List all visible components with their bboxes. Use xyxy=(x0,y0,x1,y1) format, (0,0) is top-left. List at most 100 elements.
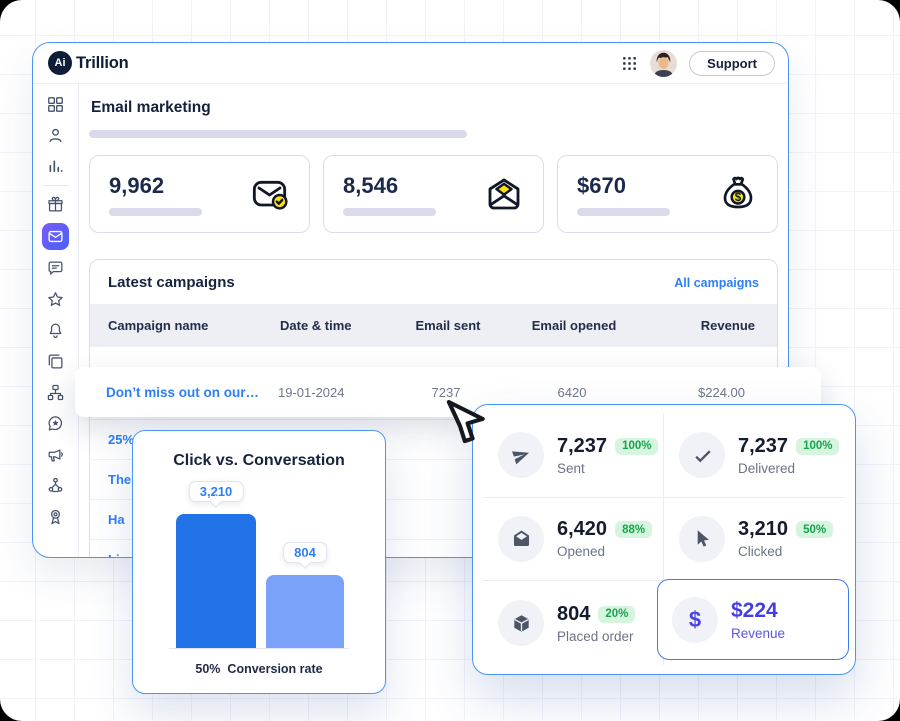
funnel-value: 7,237 xyxy=(557,434,608,457)
gift-icon[interactable] xyxy=(46,195,65,214)
sidebar xyxy=(33,84,79,557)
mail-open-icon xyxy=(484,174,524,214)
campaigns-title: Latest campaigns xyxy=(108,274,235,291)
funnel-cell-opened: 6,420 88% Opened xyxy=(483,497,664,582)
bar-value-label: 3,210 xyxy=(188,481,244,502)
funnel-value: 7,237 xyxy=(738,434,789,457)
funnel-cell-placed-order: 804 20% Placed order xyxy=(483,581,664,665)
conversion-rate-caption: 50% Conversion rate xyxy=(133,662,385,676)
affiliate-icon[interactable] xyxy=(46,476,65,495)
mail-check-icon xyxy=(250,174,290,214)
col-campaign-name: Campaign name xyxy=(108,318,209,333)
table-row[interactable]: Lin xyxy=(90,539,777,557)
megaphone-icon[interactable] xyxy=(46,445,65,464)
bar-click: 3,210 xyxy=(176,481,256,648)
check-icon xyxy=(679,432,725,479)
cursor-arrow-icon xyxy=(679,515,725,562)
stat-value: $670 xyxy=(577,172,626,198)
sitemap-icon[interactable] xyxy=(46,383,65,402)
customer-icon[interactable] xyxy=(46,126,65,145)
table-row[interactable]: Ha xyxy=(90,499,777,539)
stat-value: 9,962 xyxy=(109,172,165,198)
svg-text:$: $ xyxy=(735,191,742,204)
conversion-rate-value: 50% xyxy=(195,662,221,676)
revenue-highlight-card[interactable]: $ $224 Revenue xyxy=(657,579,849,660)
title-progress-bar xyxy=(89,130,467,138)
stat-value: 8,546 xyxy=(343,172,399,198)
stat-placeholder-bar xyxy=(577,207,670,216)
campaign-sent: 7237 xyxy=(431,384,461,400)
stat-cards-row: 9,962 8,546 $670 $ xyxy=(89,155,778,233)
page-title: Email marketing xyxy=(91,99,211,116)
funnel-label: Placed order xyxy=(557,628,634,644)
dashboard-grid-icon[interactable] xyxy=(46,95,65,114)
mail-open-icon xyxy=(498,515,544,562)
funnel-value: 6,420 xyxy=(557,518,608,541)
conversion-rate-label: Conversion rate xyxy=(227,662,323,676)
apps-grid-icon[interactable] xyxy=(621,55,638,72)
box-icon xyxy=(498,600,544,647)
sidebar-item-email-active[interactable] xyxy=(42,223,69,250)
bar-value-label: 804 xyxy=(283,542,327,563)
funnel-label: Clicked xyxy=(738,544,783,560)
dollar-icon: $ xyxy=(672,596,718,643)
funnel-label: Sent xyxy=(557,460,585,476)
bar-conversation: 804 xyxy=(266,542,344,648)
funnel-label: Delivered xyxy=(738,460,796,476)
app-window: Ai Trillion Support xyxy=(32,42,789,558)
chart-baseline xyxy=(169,648,349,649)
bell-icon[interactable] xyxy=(46,321,65,340)
funnel-label: Opened xyxy=(557,544,606,560)
funnel-cell-clicked: 3,210 50% Clicked xyxy=(664,498,845,582)
col-revenue: Revenue xyxy=(700,318,755,333)
table-row[interactable]: 25% xyxy=(90,419,777,459)
col-email-sent: Email sent xyxy=(415,318,481,333)
col-date-time: Date & time xyxy=(280,318,352,333)
avatar[interactable] xyxy=(650,49,678,77)
funnel-badge: 100% xyxy=(796,437,840,455)
funnel-badge: 20% xyxy=(598,605,636,623)
chat-icon[interactable] xyxy=(46,259,65,278)
campaign-opened: 6420 xyxy=(557,384,587,400)
funnel-value: 804 xyxy=(557,602,591,625)
col-email-opened: Email opened xyxy=(531,318,617,333)
brand-name: Trillion xyxy=(76,53,129,72)
funnel-value: 3,210 xyxy=(738,518,789,541)
table-header-row: Campaign name Date & time Email sent Ema… xyxy=(90,304,777,347)
campaign-date: 19-01-2024 xyxy=(278,384,345,400)
funnel-badge: 88% xyxy=(615,521,653,539)
analytics-icon[interactable] xyxy=(46,157,65,176)
revenue-label: Revenue xyxy=(731,625,786,641)
stat-placeholder-bar xyxy=(109,207,202,216)
paper-plane-icon xyxy=(498,432,544,479)
logo-badge-icon: Ai xyxy=(48,51,72,75)
star-icon[interactable] xyxy=(46,290,65,309)
support-button[interactable]: Support xyxy=(689,50,775,76)
funnel-badge: 50% xyxy=(796,521,834,539)
stat-card-sent[interactable]: 9,962 xyxy=(89,155,310,233)
all-campaigns-link[interactable]: All campaigns xyxy=(674,275,759,290)
campaign-revenue: $224.00 xyxy=(698,384,745,400)
brand-logo[interactable]: Ai Trillion xyxy=(48,51,129,75)
funnel-cell-sent: 7,237 100% Sent xyxy=(483,414,664,498)
topbar-actions: Support xyxy=(621,49,775,77)
bar-chart: 3,210 804 xyxy=(151,481,367,649)
money-bag-icon: $ xyxy=(718,174,758,214)
campaign-name[interactable]: Don’t miss out on our… xyxy=(106,384,259,400)
stat-card-opened[interactable]: 8,546 xyxy=(323,155,544,233)
revenue-value: $224 xyxy=(731,598,778,622)
table-row[interactable]: The xyxy=(90,459,777,499)
stat-card-revenue[interactable]: $670 $ xyxy=(557,155,778,233)
award-badge-icon[interactable] xyxy=(46,507,65,526)
funnel-cell-delivered: 7,237 100% Delivered xyxy=(664,414,845,498)
review-chat-icon[interactable] xyxy=(46,414,65,433)
email-funnel-card: 7,237 100% Sent 7,237 100% Delivered 6,420… xyxy=(472,404,856,675)
chart-title: Click vs. Conversation xyxy=(173,452,345,469)
pages-icon[interactable] xyxy=(46,352,65,371)
sidebar-divider xyxy=(43,185,68,186)
funnel-badge: 100% xyxy=(615,437,659,455)
topbar: Ai Trillion Support xyxy=(33,43,788,84)
stat-placeholder-bar xyxy=(343,207,436,216)
click-vs-conversation-card: Click vs. Conversation 3,210 804 50% Con… xyxy=(132,430,386,694)
